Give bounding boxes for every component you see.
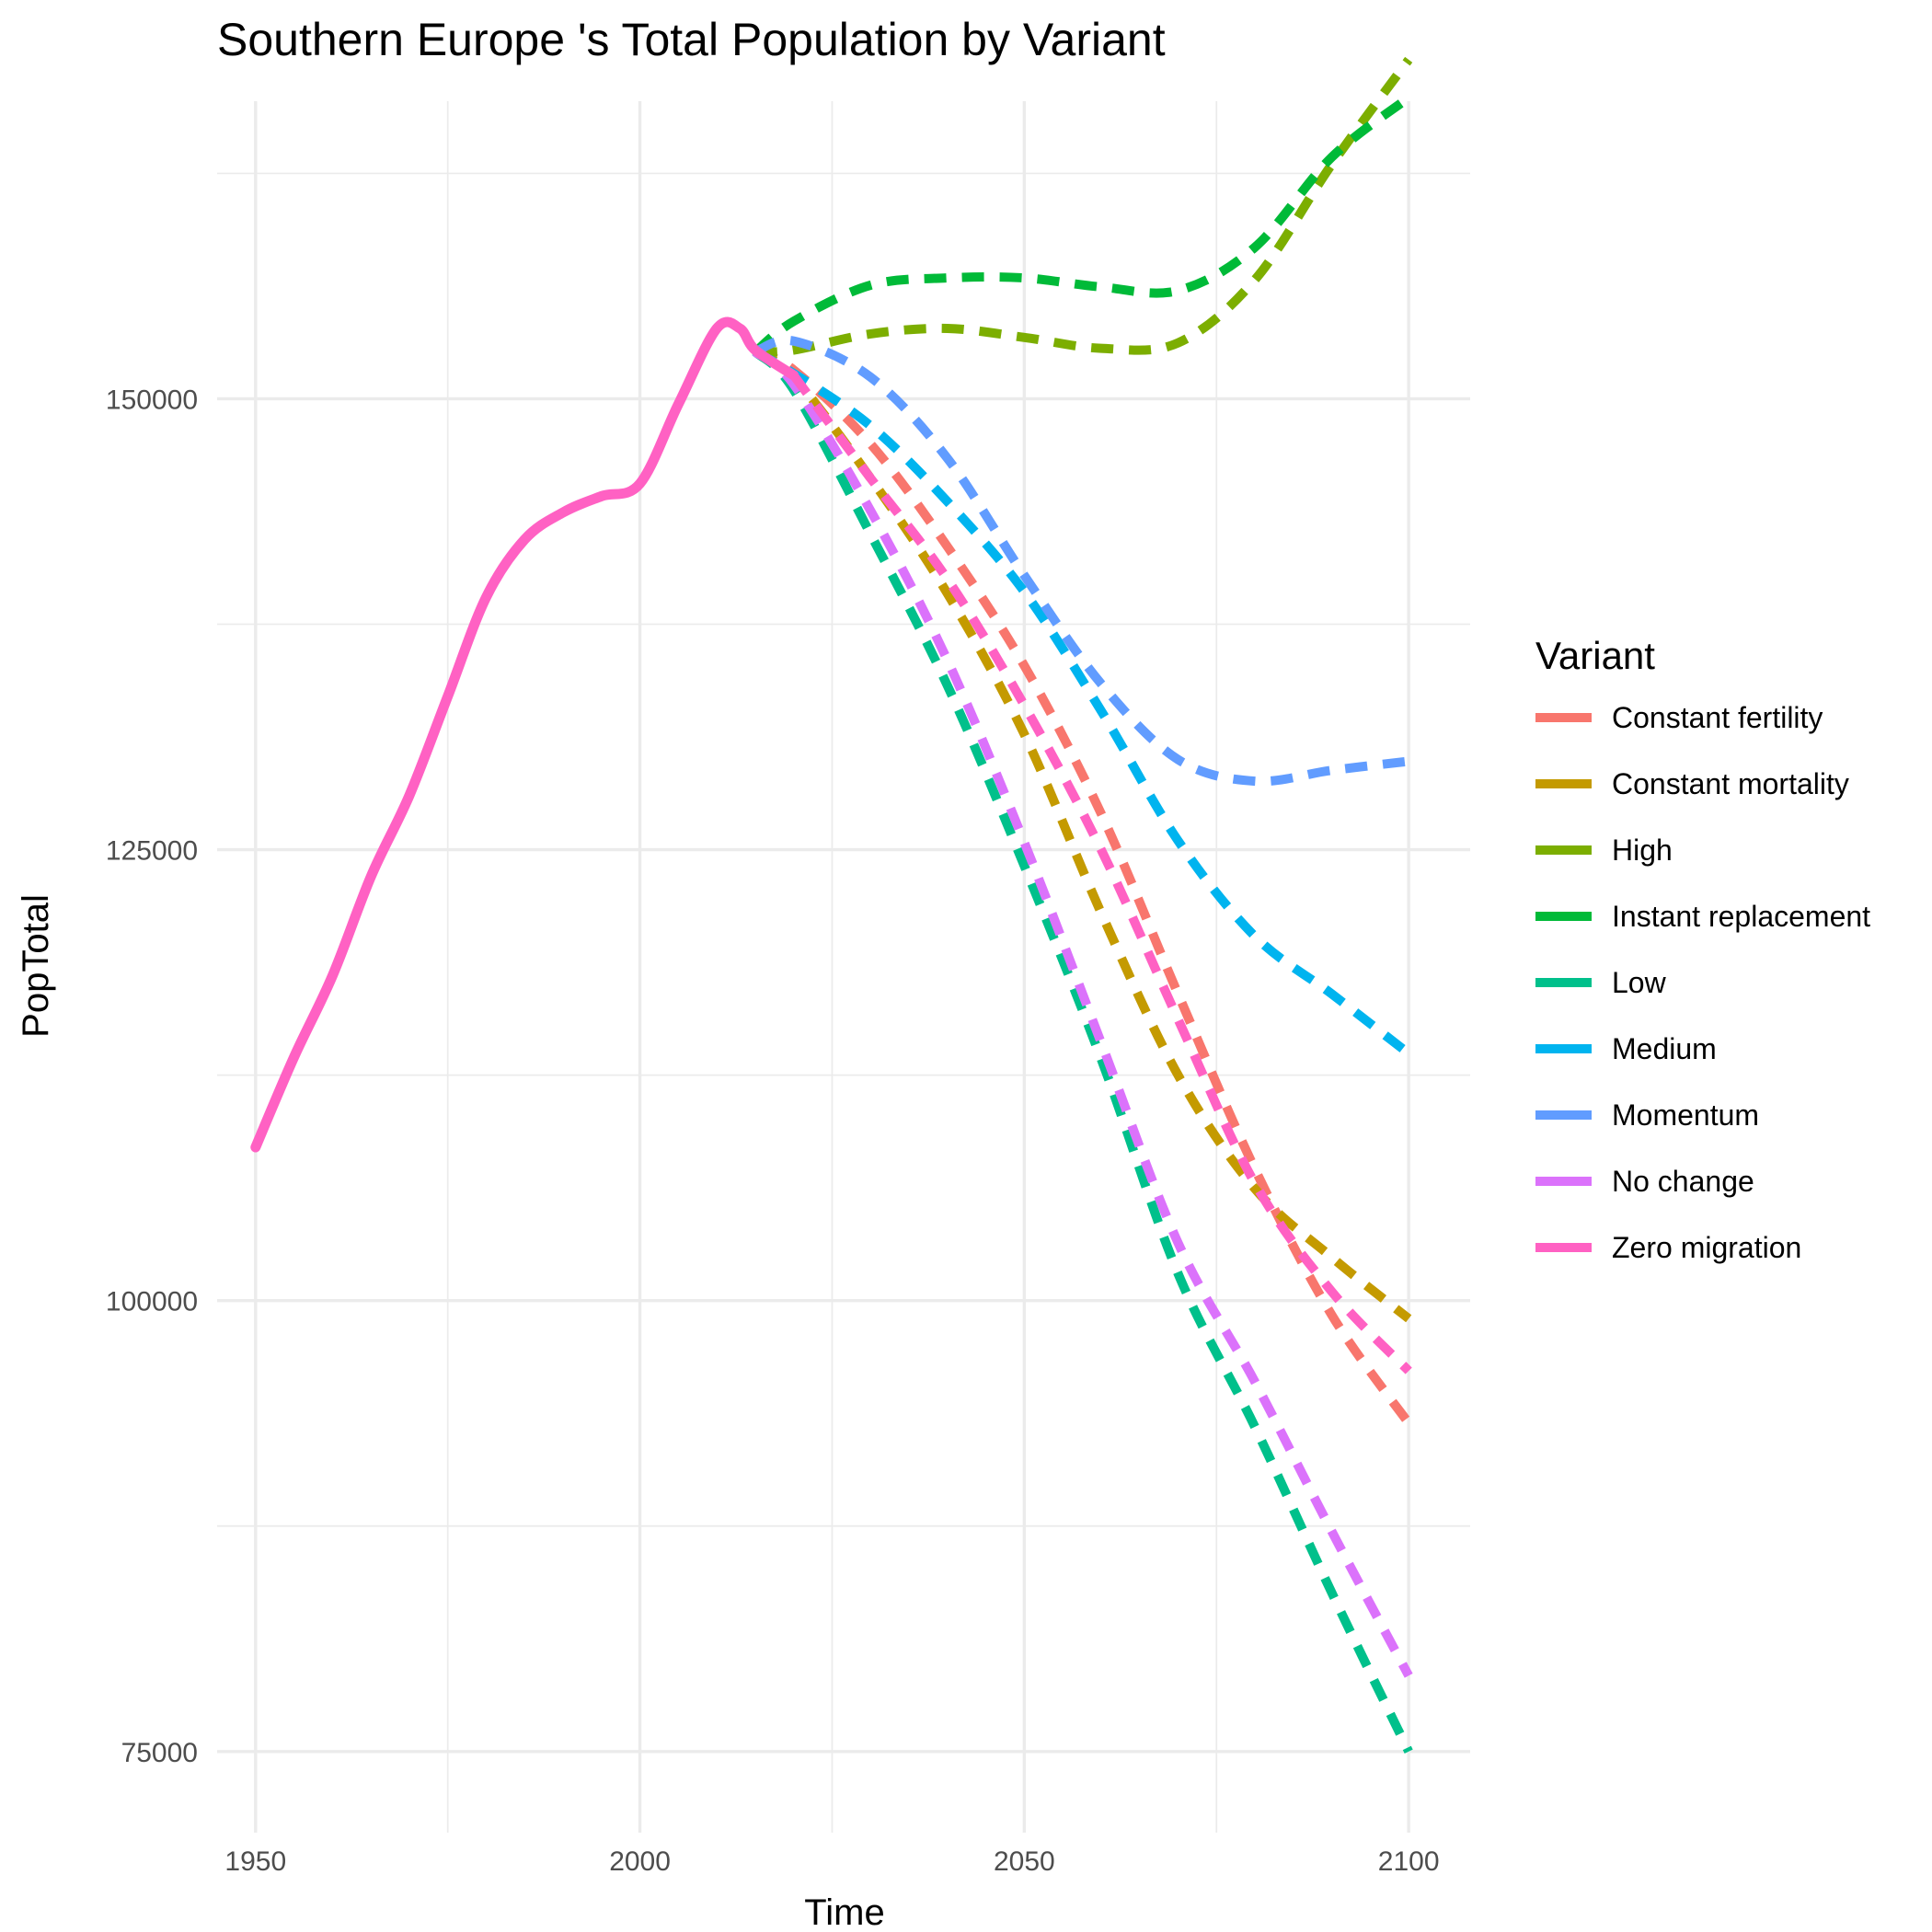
series-line-zero-migration xyxy=(250,316,799,1153)
legend-item-constant-fertility: Constant fertility xyxy=(1535,701,1823,734)
legend-item-zero-migration: Zero migration xyxy=(1535,1231,1801,1264)
legend-label-constant-mortality: Constant mortality xyxy=(1612,767,1849,800)
legend-item-low: Low xyxy=(1535,966,1667,999)
series-line-constant-mortality xyxy=(753,348,1412,1323)
legend-label-low: Low xyxy=(1612,966,1667,999)
series-line-low xyxy=(752,348,1413,1754)
legend-label-medium: Medium xyxy=(1612,1032,1717,1065)
legend-title: Variant xyxy=(1535,634,1655,677)
y-axis-title: PopTotal xyxy=(16,894,56,1038)
series-line-zero-migration xyxy=(789,373,1412,1374)
y-tick-label: 125000 xyxy=(106,836,198,867)
x-tick-label: 1950 xyxy=(224,1846,286,1877)
legend-label-instant-replacement: Instant replacement xyxy=(1612,900,1870,933)
legend: Variant Constant fertility Constant morta… xyxy=(1535,634,1870,1264)
series-line-constant-fertility xyxy=(753,347,1413,1426)
y-tick-label: 75000 xyxy=(121,1738,198,1768)
legend-items: Constant fertility Constant mortality High… xyxy=(1535,701,1870,1264)
legend-item-high: High xyxy=(1535,834,1673,867)
legend-label-zero-migration: Zero migration xyxy=(1612,1231,1801,1264)
series-layer xyxy=(250,56,1413,1754)
chart-title: Southern Europe 's Total Population by V… xyxy=(217,14,1166,65)
x-tick-label: 2100 xyxy=(1378,1846,1440,1877)
x-axis-title: Time xyxy=(804,1892,884,1932)
legend-label-constant-fertility: Constant fertility xyxy=(1612,701,1823,734)
legend-label-no-change: No change xyxy=(1612,1165,1754,1198)
grid xyxy=(217,101,1470,1833)
legend-item-momentum: Momentum xyxy=(1535,1098,1759,1132)
legend-label-high: High xyxy=(1612,834,1673,867)
legend-item-no-change: No change xyxy=(1535,1165,1754,1198)
series-line-no-change xyxy=(752,348,1413,1678)
series-line-high xyxy=(754,56,1413,357)
y-tick-label: 150000 xyxy=(106,385,198,415)
series-line-instant-replacement xyxy=(752,94,1412,356)
legend-item-instant-replacement: Instant replacement xyxy=(1535,900,1870,933)
series-line-momentum xyxy=(753,335,1409,787)
legend-item-constant-mortality: Constant mortality xyxy=(1535,767,1849,800)
y-tick-label: 100000 xyxy=(106,1287,198,1317)
x-tick-label: 2050 xyxy=(994,1846,1055,1877)
series-line-medium xyxy=(753,348,1412,1058)
tick-labels: 1950 2000 2050 2100 75000 100000 125000 150000 xyxy=(106,385,1440,1877)
x-tick-label: 2000 xyxy=(609,1846,671,1877)
legend-label-momentum: Momentum xyxy=(1612,1098,1759,1132)
legend-item-medium: Medium xyxy=(1535,1032,1717,1065)
